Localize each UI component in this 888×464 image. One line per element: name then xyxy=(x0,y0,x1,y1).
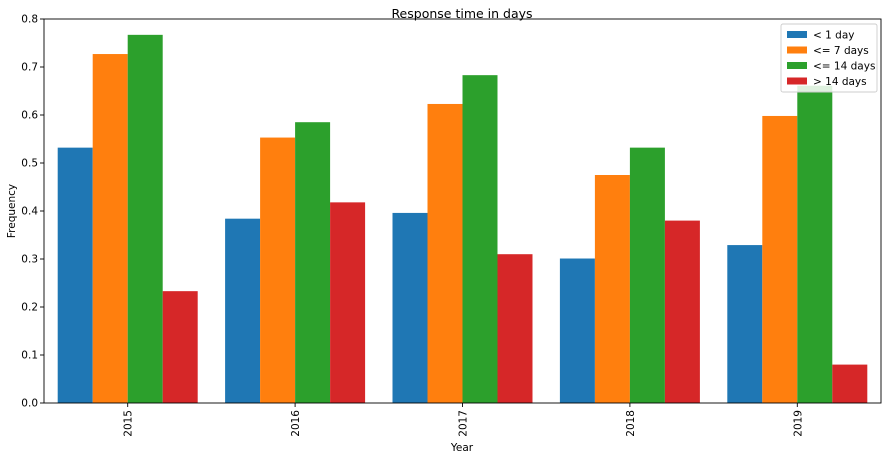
x-tick-label: 2015 xyxy=(123,410,135,437)
y-tick-label: 0.3 xyxy=(21,254,38,266)
bar-2018-series-1 xyxy=(594,175,630,403)
bar-2019-series-0 xyxy=(727,245,763,403)
y-tick-label: 0.5 xyxy=(21,158,38,170)
bars-layer xyxy=(57,34,868,404)
bar-2018-series-0 xyxy=(559,258,595,403)
y-tick-label: 0.7 xyxy=(21,62,38,74)
y-tick-label: 0.8 xyxy=(21,14,38,26)
legend-swatch xyxy=(787,31,807,38)
x-tick-label: 2019 xyxy=(792,410,804,437)
bar-2018-series-2 xyxy=(629,147,665,403)
legend-swatch xyxy=(787,46,807,54)
x-axis-label: Year xyxy=(450,442,474,454)
bar-2016-series-3 xyxy=(330,202,366,403)
y-tick-label: 0.6 xyxy=(21,110,38,122)
bar-2015-series-1 xyxy=(92,54,128,403)
y-tick-label: 0.0 xyxy=(21,398,38,410)
x-axis: 2015 2016 2017 2018 2019 xyxy=(123,403,804,437)
bar-2015-series-2 xyxy=(127,34,163,404)
y-tick-label: 0.2 xyxy=(21,302,38,314)
bar-2019-series-1 xyxy=(762,115,798,404)
bar-2018-series-3 xyxy=(664,220,700,403)
x-tick-label: 2018 xyxy=(625,410,637,437)
y-tick-label: 0.4 xyxy=(21,206,38,218)
bar-2016-series-2 xyxy=(295,122,331,403)
legend-label: <= 7 days xyxy=(813,45,869,57)
y-tick-label: 0.1 xyxy=(21,350,38,362)
y-axis: 0.0 0.1 0.2 0.3 0.4 0.5 0.6 0.7 0.8 xyxy=(21,14,44,410)
legend-label: < 1 day xyxy=(813,30,854,42)
legend-label: <= 14 days xyxy=(813,61,875,73)
bar-2019-series-2 xyxy=(797,85,833,403)
bar-2015-series-3 xyxy=(162,291,198,403)
x-tick-label: 2017 xyxy=(458,410,470,437)
legend-box xyxy=(780,23,878,93)
chart-title: Response time in days xyxy=(391,6,532,21)
bar-2017-series-1 xyxy=(427,103,463,404)
bar-2017-series-2 xyxy=(462,75,498,403)
legend-swatch xyxy=(787,62,807,69)
bar-2017-series-0 xyxy=(392,212,428,403)
bar-2019-series-3 xyxy=(832,364,868,403)
bar-2017-series-3 xyxy=(497,254,533,403)
bar-2016-series-0 xyxy=(225,218,261,403)
x-tick-label: 2016 xyxy=(290,410,302,437)
bar-2015-series-0 xyxy=(57,147,93,403)
y-axis-label: Frequency xyxy=(6,184,18,238)
legend-label: > 14 days xyxy=(813,76,867,88)
legend-swatch xyxy=(787,77,807,85)
legend: < 1 day <= 7 days <= 14 days > 14 days xyxy=(780,23,878,93)
bar-2016-series-1 xyxy=(260,137,296,403)
